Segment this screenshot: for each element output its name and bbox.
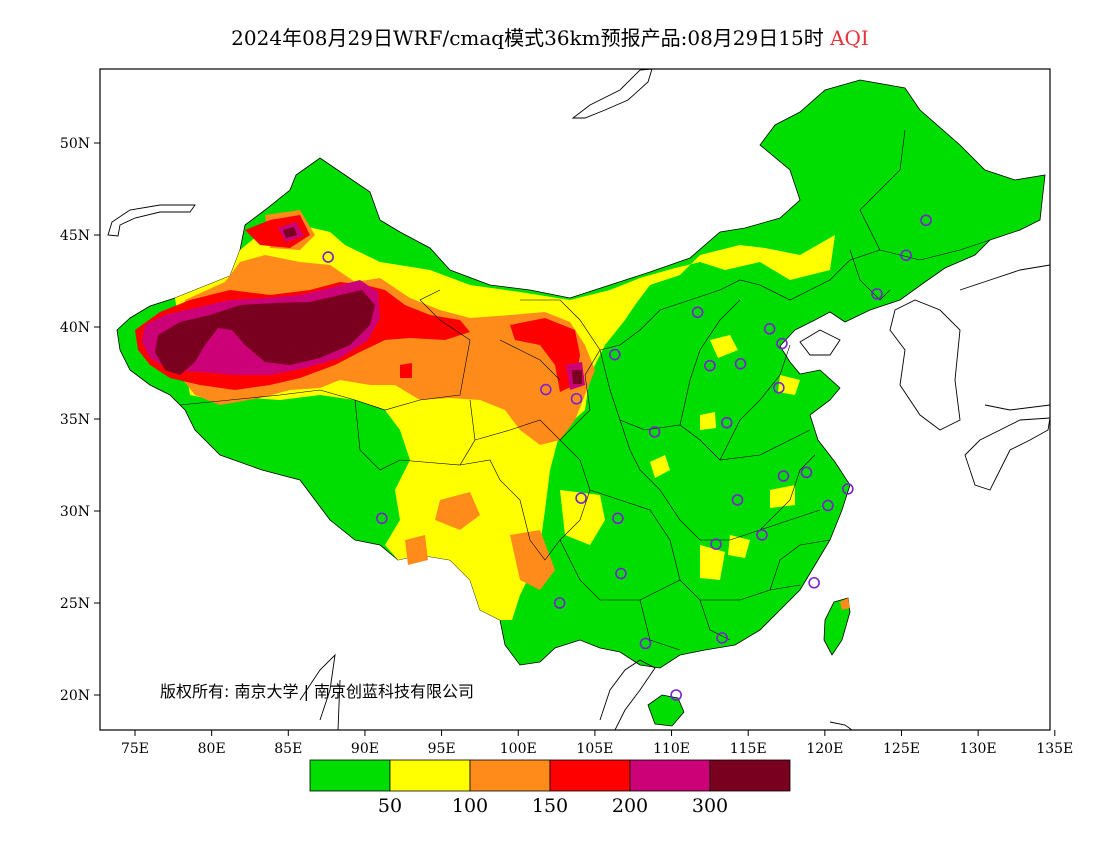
lat-tick-label: 40N bbox=[60, 320, 90, 336]
lat-tick-label: 35N bbox=[60, 412, 90, 428]
lon-tick-label: 135E bbox=[1036, 741, 1073, 757]
station-marker bbox=[777, 470, 790, 482]
lon-tick-label: 115E bbox=[730, 741, 767, 757]
legend-label: 150 bbox=[532, 795, 568, 817]
lon-tick-label: 110E bbox=[653, 741, 690, 757]
station-marker bbox=[376, 512, 388, 525]
station-marker bbox=[575, 492, 587, 504]
station-marker bbox=[734, 357, 747, 370]
lon-tick-label: 120E bbox=[806, 741, 843, 757]
station-marker bbox=[540, 383, 552, 396]
station-marker bbox=[842, 483, 854, 495]
legend-swatch bbox=[629, 759, 711, 792]
legend-swatch bbox=[469, 759, 551, 792]
title-variable: AQI bbox=[830, 26, 869, 50]
station-marker bbox=[322, 251, 334, 263]
hainan-island bbox=[647, 694, 685, 727]
station-marker bbox=[553, 597, 566, 609]
lat-tick-label: 50N bbox=[60, 136, 90, 152]
station-marker bbox=[773, 381, 785, 394]
legend-label: 100 bbox=[452, 795, 488, 817]
station-marker bbox=[639, 637, 652, 650]
station-marker bbox=[808, 576, 820, 589]
aqi-region-hazardous bbox=[155, 227, 582, 384]
station-marker bbox=[704, 359, 716, 372]
station-marker bbox=[756, 529, 768, 541]
neighbouring-coastlines bbox=[107, 69, 1050, 730]
station-marker bbox=[800, 466, 813, 479]
legend-swatch bbox=[549, 759, 631, 792]
station-marker bbox=[776, 337, 788, 350]
legend-swatch bbox=[709, 759, 791, 792]
lon-tick-label: 100E bbox=[500, 741, 537, 757]
lon-tick-label: 130E bbox=[960, 741, 997, 757]
station-marker bbox=[691, 306, 704, 319]
longitude-axis: 75E 80E 85E 90E 95E 100E 105E 110E 115E 120E 125E 1… bbox=[121, 730, 1073, 757]
legend-swatch bbox=[309, 759, 391, 792]
station-marker bbox=[710, 538, 722, 550]
lon-tick-label: 105E bbox=[576, 741, 613, 757]
monitoring-stations bbox=[322, 214, 932, 701]
station-marker bbox=[670, 689, 682, 701]
lat-tick-label: 30N bbox=[60, 504, 90, 520]
station-marker bbox=[648, 426, 661, 438]
lon-tick-label: 75E bbox=[121, 741, 149, 757]
station-marker bbox=[822, 499, 834, 512]
station-marker bbox=[570, 392, 583, 405]
lat-tick-label: 25N bbox=[60, 596, 90, 612]
title-main: 2024年08月29日WRF/cmaq模式36km预报产品:08月29日15时 bbox=[231, 26, 824, 50]
lon-tick-label: 95E bbox=[428, 741, 456, 757]
station-marker bbox=[609, 348, 621, 361]
lat-tick-label: 20N bbox=[60, 688, 90, 704]
aqi-legend: 50 100 150 200 300 bbox=[309, 759, 791, 817]
station-marker bbox=[763, 323, 776, 335]
map-content bbox=[107, 69, 1050, 730]
latitude-axis: 50N 45N 40N 35N 30N 25N 20N bbox=[60, 136, 100, 704]
lat-tick-label: 45N bbox=[60, 228, 90, 244]
legend-label: 300 bbox=[692, 795, 728, 817]
lon-tick-label: 125E bbox=[883, 741, 920, 757]
legend-label: 200 bbox=[612, 795, 648, 817]
station-marker bbox=[920, 214, 932, 227]
station-marker bbox=[731, 494, 744, 506]
map-frame bbox=[99, 68, 1051, 731]
province-boundaries bbox=[179, 129, 991, 651]
legend-swatch bbox=[389, 759, 471, 792]
copyright-text: 版权所有: 南京大学 | 南京创蓝科技有限公司 bbox=[160, 682, 474, 701]
station-marker bbox=[612, 512, 624, 525]
station-marker bbox=[871, 288, 883, 300]
lon-tick-label: 85E bbox=[274, 741, 302, 757]
station-marker bbox=[900, 249, 912, 262]
station-marker bbox=[720, 416, 733, 429]
map-title: 2024年08月29日WRF/cmaq模式36km预报产品:08月29日15时 … bbox=[0, 22, 1100, 51]
lon-tick-label: 90E bbox=[351, 741, 379, 757]
legend-label: 50 bbox=[378, 795, 402, 817]
station-marker bbox=[716, 632, 728, 644]
lon-tick-label: 80E bbox=[198, 741, 226, 757]
station-marker bbox=[615, 567, 627, 580]
